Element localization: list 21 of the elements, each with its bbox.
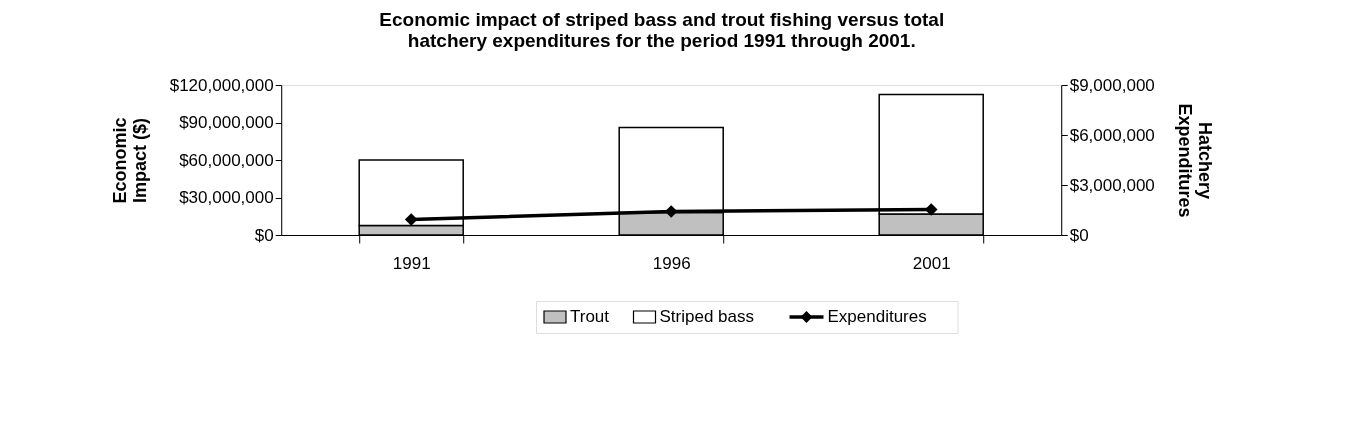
legend-label: Trout bbox=[570, 307, 610, 326]
point bbox=[404, 213, 418, 226]
x-tick-label: 1991 bbox=[392, 253, 431, 273]
point bbox=[664, 205, 678, 218]
y2-tick-label: $9,000,000 bbox=[1069, 75, 1155, 95]
y2-axis-title: Hatchery Expenditures bbox=[1174, 103, 1215, 218]
x-tick-label: 2001 bbox=[912, 253, 951, 273]
y2-tick-label: $0 bbox=[1069, 225, 1089, 245]
point bbox=[924, 203, 938, 216]
y-tick-label: $0 bbox=[254, 225, 274, 245]
x-tick-label: 1996 bbox=[652, 253, 691, 273]
y-tick-label: $60,000,000 bbox=[179, 150, 274, 170]
legend-label: Expenditures bbox=[827, 307, 927, 326]
y2-tick-label: $3,000,000 bbox=[1069, 175, 1155, 195]
y-axis-title: Economic Impact ($) bbox=[109, 117, 150, 204]
y-tick-label: $90,000,000 bbox=[179, 113, 274, 132]
chart-title: Economic impact of striped bass and trout fishing versus total hatchery expenditures for the period 1991 through 2001. bbox=[379, 8, 945, 51]
y-tick-label: $30,000,000 bbox=[179, 188, 274, 207]
y-tick-label: $120,000,000 bbox=[169, 75, 274, 95]
y2-tick-label: $6,000,000 bbox=[1069, 125, 1155, 145]
legend-label: Striped bass bbox=[659, 307, 754, 326]
